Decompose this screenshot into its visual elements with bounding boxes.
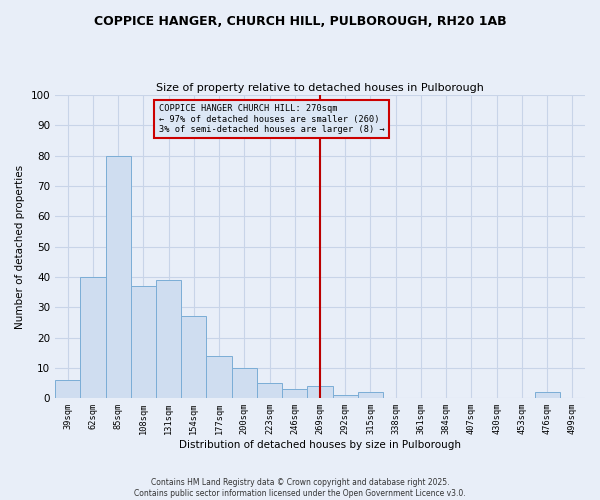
X-axis label: Distribution of detached houses by size in Pulborough: Distribution of detached houses by size … [179, 440, 461, 450]
Bar [535, 392, 560, 398]
Bar [257, 383, 282, 398]
Title: Size of property relative to detached houses in Pulborough: Size of property relative to detached ho… [156, 83, 484, 93]
Text: Contains HM Land Registry data © Crown copyright and database right 2025.
Contai: Contains HM Land Registry data © Crown c… [134, 478, 466, 498]
Text: COPPICE HANGER CHURCH HILL: 270sqm
← 97% of detached houses are smaller (260)
3%: COPPICE HANGER CHURCH HILL: 270sqm ← 97%… [158, 104, 384, 134]
Bar [282, 389, 307, 398]
Bar [181, 316, 206, 398]
Bar [156, 280, 181, 398]
Bar [232, 368, 257, 398]
Bar [358, 392, 383, 398]
Text: COPPICE HANGER, CHURCH HILL, PULBOROUGH, RH20 1AB: COPPICE HANGER, CHURCH HILL, PULBOROUGH,… [94, 15, 506, 28]
Bar [332, 395, 358, 398]
Bar [307, 386, 332, 398]
Bar [131, 286, 156, 398]
Y-axis label: Number of detached properties: Number of detached properties [15, 164, 25, 328]
Bar [206, 356, 232, 398]
Bar [80, 277, 106, 398]
Bar [106, 156, 131, 398]
Bar [55, 380, 80, 398]
